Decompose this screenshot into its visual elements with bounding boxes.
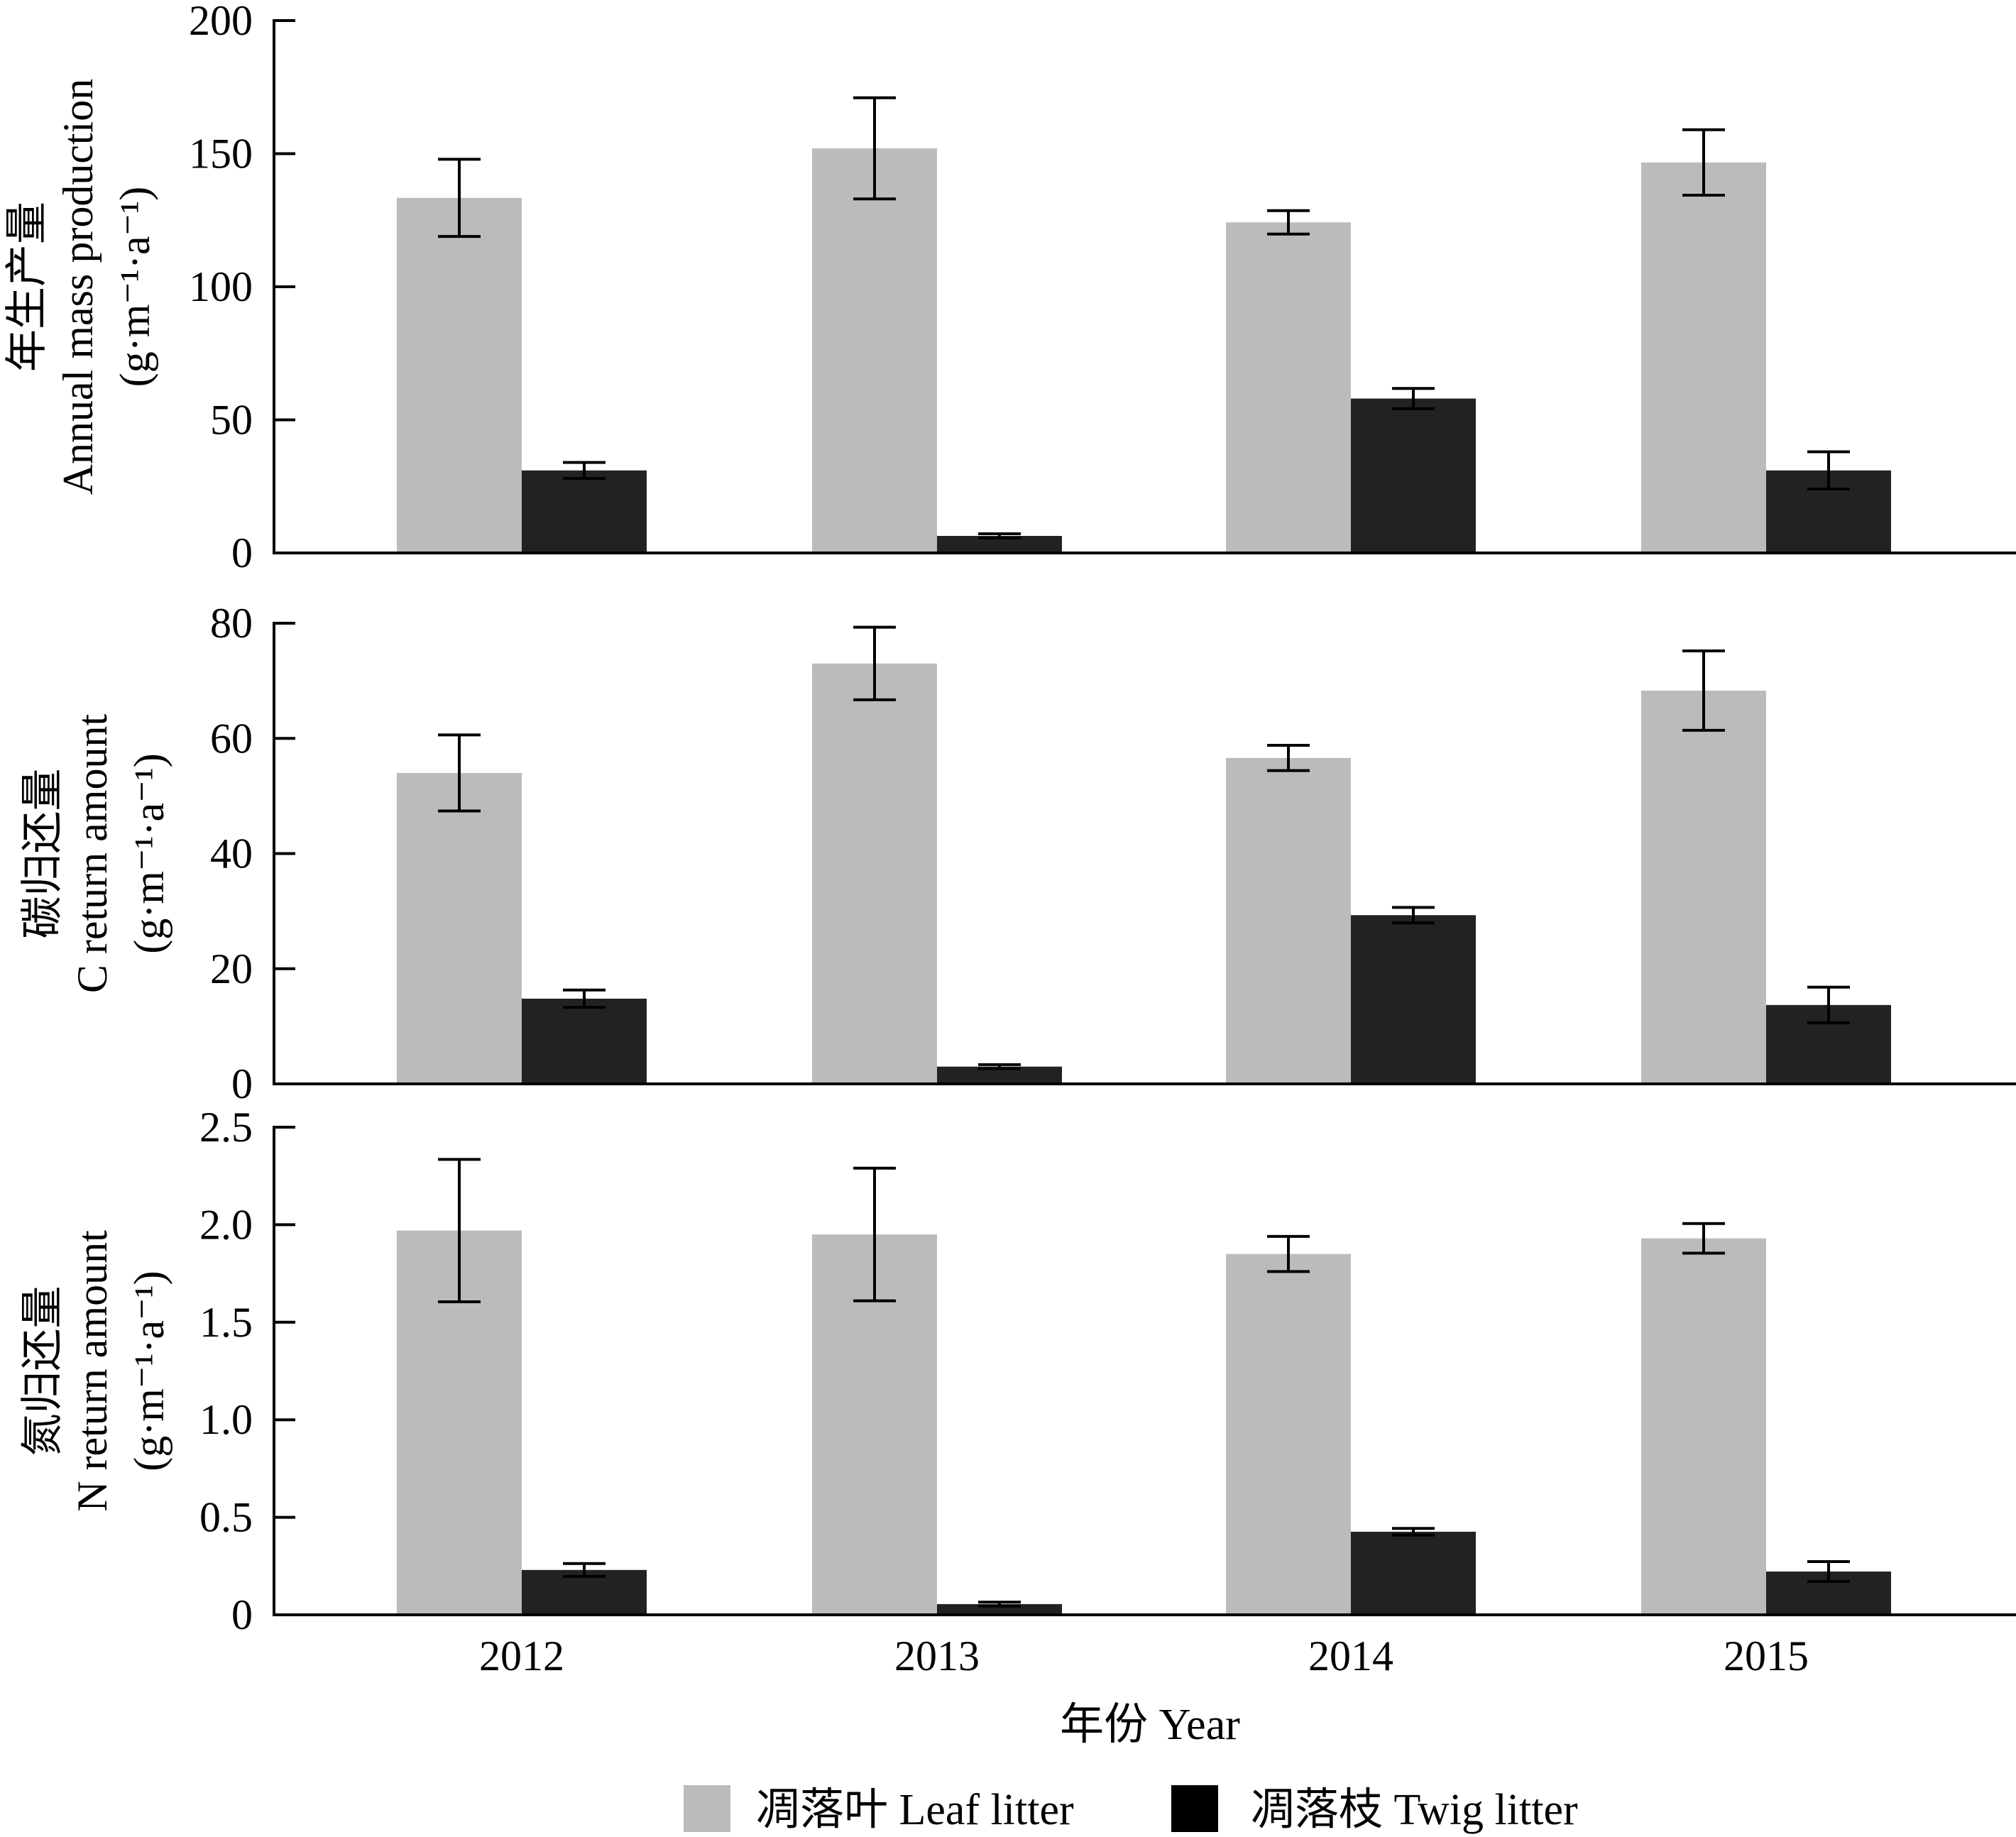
- error-bar-carbon-twig-2015: [1807, 985, 1850, 1025]
- bar-carbon-leaf-2015: [1641, 690, 1766, 1084]
- y-tick-label-mass: 0: [231, 530, 253, 576]
- y-axis-label-mass-line-1: 年生产量: [4, 202, 50, 372]
- error-bar-carbon-leaf-2014: [1267, 743, 1310, 772]
- y-tick-label-mass: 200: [189, 0, 253, 44]
- y-tick-label-mass: 150: [189, 131, 253, 177]
- error-bar-nitrogen-leaf-2013: [853, 1166, 896, 1303]
- x-tick-label-2012: 2012: [479, 1633, 564, 1679]
- y-tick-label-nitrogen: 0: [231, 1591, 253, 1638]
- y-axis-label-carbon-line-3: (g·m⁻¹·a⁻¹): [126, 753, 172, 954]
- bar-mass-leaf-2015: [1641, 162, 1766, 553]
- bar-mass-twig-2012: [522, 470, 647, 553]
- bar-nitrogen-leaf-2015: [1641, 1238, 1766, 1615]
- x-axis-title: 年份 Year: [1060, 1701, 1240, 1749]
- legend-label-twig: 凋落枝 Twig litter: [1251, 1786, 1578, 1834]
- legend-label-leaf: 凋落叶 Leaf litter: [756, 1786, 1074, 1834]
- bar-carbon-leaf-2012: [397, 772, 522, 1084]
- y-axis-label-nitrogen-line-2: N return amount: [69, 1230, 116, 1512]
- y-tick-label-nitrogen: 2.5: [199, 1104, 253, 1151]
- y-tick-label-carbon: 60: [210, 715, 253, 762]
- bar-mass-leaf-2012: [397, 197, 522, 553]
- error-bar-carbon-twig-2014: [1392, 906, 1435, 925]
- bar-carbon-leaf-2013: [812, 663, 937, 1084]
- error-bar-carbon-leaf-2013: [853, 625, 896, 701]
- y-tick-label-carbon: 80: [210, 600, 253, 647]
- error-bar-nitrogen-twig-2012: [563, 1562, 606, 1578]
- error-bar-mass-leaf-2013: [853, 96, 896, 201]
- x-tick-label-2014: 2014: [1308, 1633, 1393, 1679]
- x-tick-label-2013: 2013: [894, 1633, 980, 1679]
- error-bar-mass-twig-2013: [978, 532, 1021, 539]
- error-bar-mass-leaf-2014: [1267, 209, 1310, 236]
- bar-mass-leaf-2014: [1226, 222, 1351, 553]
- legend: 凋落叶 Leaf litter 凋落枝 Twig litter: [684, 1785, 1578, 1834]
- error-bar-carbon-twig-2013: [978, 1063, 1021, 1070]
- bar-nitrogen-leaf-2014: [1226, 1254, 1351, 1615]
- y-axis-label-nitrogen-line-1: 氮归还量: [19, 1286, 66, 1457]
- bar-mass-leaf-2013: [812, 148, 937, 553]
- bar-carbon-leaf-2014: [1226, 757, 1351, 1084]
- x-tick-label-2015: 2015: [1724, 1633, 1809, 1679]
- panel-mass: 0 50 100 150 200 年生产量 Annual mass production (g…: [4, 0, 2016, 576]
- bar-carbon-twig-2014: [1351, 915, 1476, 1084]
- error-bar-mass-twig-2014: [1392, 387, 1435, 410]
- error-bar-carbon-twig-2012: [563, 988, 606, 1009]
- error-bar-nitrogen-leaf-2014: [1267, 1234, 1310, 1273]
- error-bar-carbon-leaf-2015: [1682, 649, 1725, 732]
- y-tick-label-nitrogen: 2.0: [199, 1201, 253, 1248]
- error-bar-mass-twig-2012: [563, 461, 606, 480]
- panel-carbon: 0 20 40 60 80 碳归还量 C return amount (g·m⁻¹·a⁻¹): [19, 600, 2016, 1107]
- y-tick-label-nitrogen: 1.5: [199, 1299, 253, 1346]
- y-tick-label-nitrogen: 1.0: [199, 1396, 253, 1443]
- y-axis-label-nitrogen-line-3: (g·m⁻¹·a⁻¹): [126, 1271, 172, 1471]
- error-bar-carbon-leaf-2012: [438, 733, 481, 813]
- bar-mass-twig-2014: [1351, 398, 1476, 553]
- error-bar-mass-leaf-2015: [1682, 128, 1725, 197]
- y-tick-label-carbon: 40: [210, 830, 253, 877]
- legend-item-twig: 凋落枝 Twig litter: [1171, 1785, 1578, 1834]
- error-bar-nitrogen-twig-2015: [1807, 1559, 1850, 1584]
- error-bar-mass-leaf-2012: [438, 158, 481, 238]
- y-tick-label-nitrogen: 0.5: [199, 1494, 253, 1541]
- y-tick-label-carbon: 20: [210, 945, 253, 992]
- error-bar-nitrogen-leaf-2012: [438, 1158, 481, 1303]
- error-bar-nitrogen-leaf-2015: [1682, 1222, 1725, 1255]
- y-tick-label-mass: 50: [210, 397, 253, 444]
- y-axis-label-mass-line-2: Annual mass production: [55, 79, 102, 495]
- error-bar-nitrogen-twig-2014: [1392, 1527, 1435, 1537]
- y-axis-label-carbon-line-1: 碳归还量: [19, 769, 66, 939]
- legend-swatch-twig: [1171, 1785, 1218, 1832]
- y-tick-label-mass: 100: [189, 263, 253, 310]
- bar-nitrogen-twig-2014: [1351, 1531, 1476, 1615]
- bar-nitrogen-twig-2013: [937, 1603, 1062, 1615]
- y-axis-label-mass-line-3: (g·m⁻¹·a⁻¹): [111, 187, 158, 388]
- error-bar-mass-twig-2015: [1807, 450, 1850, 490]
- legend-swatch-leaf: [684, 1785, 730, 1832]
- panel-nitrogen: 0 0.5 1.0 1.5 2.0 2.5 氮归还量 N return amount (g·m⁻…: [19, 1104, 2016, 1638]
- legend-item-leaf: 凋落叶 Leaf litter: [684, 1785, 1074, 1834]
- y-tick-label-carbon: 0: [231, 1060, 253, 1107]
- bar-carbon-twig-2012: [522, 998, 647, 1084]
- y-axis-label-carbon-line-2: C return amount: [69, 714, 116, 994]
- error-bar-nitrogen-twig-2013: [978, 1601, 1021, 1608]
